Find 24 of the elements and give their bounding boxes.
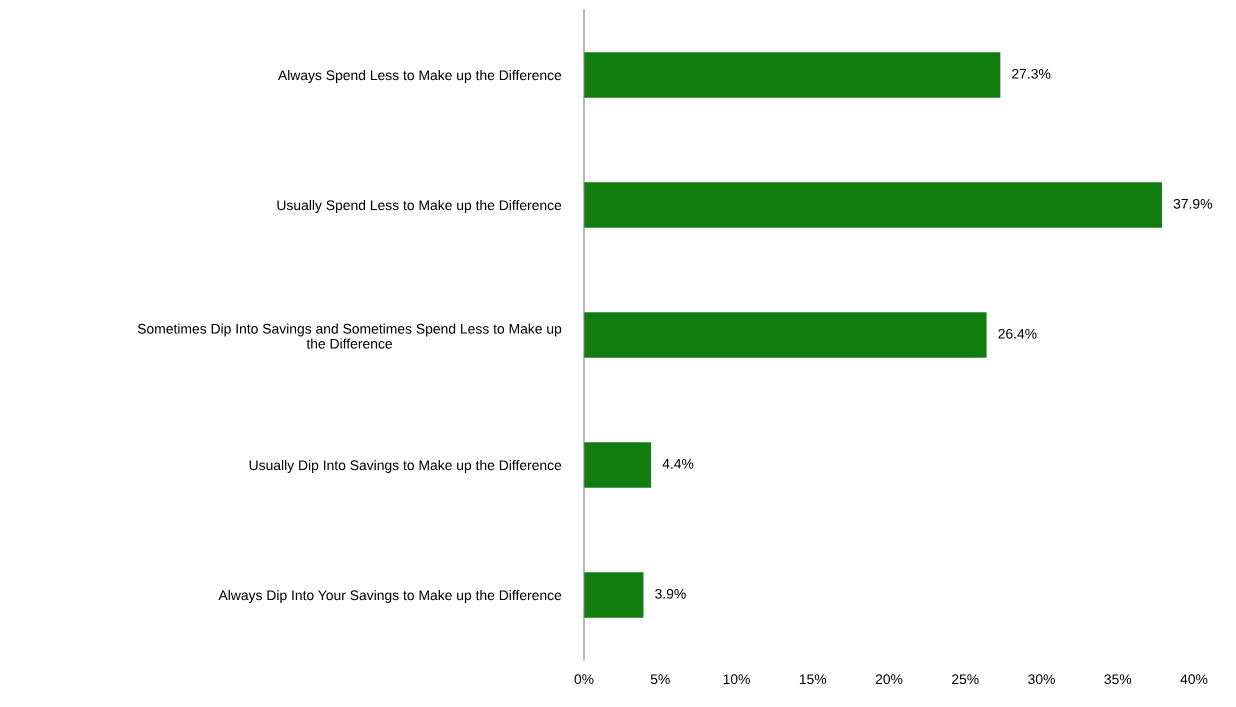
x-tick-label: 35% [1104,674,1132,685]
y-tick-label: Always Dip Into Your Savings to Make up the Difference [218,589,562,603]
data-label: 27.3% [1012,68,1051,79]
bar [584,182,1162,228]
x-tick-label: 40% [1180,674,1208,685]
x-tick-label: 0% [574,674,594,685]
x-tick-label: 5% [650,674,670,685]
data-label: 4.4% [662,458,694,469]
x-tick-label: 25% [952,674,979,685]
y-tick-label: Sometimes Dip Into Savings and Sometimes Spend Less to Make up the Difference [137,323,562,349]
x-tick-label: 20% [875,674,903,685]
bar [584,52,1001,98]
x-tick-label: 15% [799,674,827,685]
data-label: 37.9% [1173,198,1212,209]
data-label: 3.9% [655,588,686,599]
x-tick-label: 30% [1028,674,1055,685]
y-tick-label: Usually Spend Less to Make up the Difference [277,199,562,213]
y-tick-label: Always Spend Less to Make up the Difference [277,69,562,83]
x-tick-label: 10% [723,674,750,685]
bar [584,442,652,488]
data-label: 26.4% [998,328,1037,339]
y-tick-label: Usually Dip Into Savings to Make up the Difference [249,459,562,473]
bar [584,572,644,618]
bar [584,312,987,358]
